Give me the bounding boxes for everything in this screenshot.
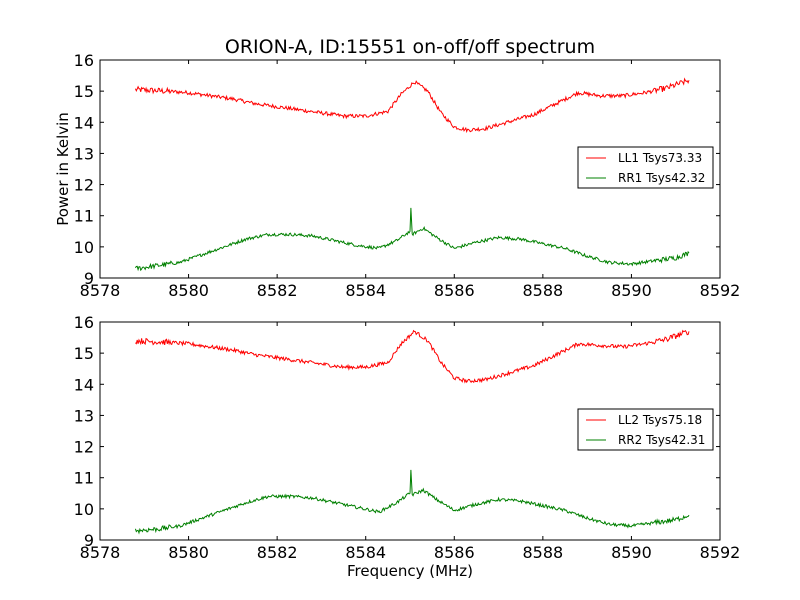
y-axis-label: Power in Kelvin — [54, 112, 72, 226]
chart-panel-1: 8578 8580 8582 8584 8586 8588 8590 8592 9 10 11 12 1… — [54, 36, 740, 300]
y-tick-label: 11 — [74, 207, 94, 226]
x-tick-label: 8592 — [700, 543, 741, 562]
x-tick-label: 8584 — [345, 281, 386, 300]
series-line-rr2 — [134, 469, 690, 535]
y-tick-label: 12 — [74, 176, 94, 195]
y-tick-label: 15 — [74, 82, 94, 101]
plot-frame — [99, 321, 721, 541]
y-tick-label: 14 — [74, 113, 94, 132]
y-tick-label: 15 — [74, 344, 94, 363]
x-tick-label: 8588 — [522, 543, 563, 562]
legend-entry: LL2 Tsys75.18 — [618, 413, 702, 427]
y-tick-label: 13 — [74, 406, 94, 425]
series-line-rr1 — [135, 207, 690, 272]
x-tick-label: 8590 — [611, 543, 652, 562]
y-tick-label: 16 — [74, 51, 94, 70]
legend-box — [577, 408, 714, 451]
y-tick-label: 11 — [74, 469, 94, 488]
y-tick-label: 9 — [84, 269, 94, 288]
x-tick-label: 8578 — [80, 543, 121, 562]
x-tick-label: 8582 — [257, 543, 298, 562]
x-tick-label: 8578 — [80, 281, 121, 300]
legend-entry: LL1 Tsys73.33 — [618, 151, 702, 165]
x-tick-label: 8592 — [700, 281, 741, 300]
y-tick-label: 14 — [74, 375, 94, 394]
x-tick-label: 8582 — [257, 281, 298, 300]
x-tick-label: 8584 — [345, 543, 386, 562]
legend-box — [577, 146, 714, 189]
x-tick-label: 8588 — [522, 281, 563, 300]
legend-entry: RR1 Tsys42.32 — [618, 171, 705, 185]
y-tick-label: 9 — [84, 531, 94, 550]
x-tick-label: 8580 — [168, 543, 209, 562]
chart-panel-2: 8578 8580 8582 8584 8586 8588 8590 8592 9 10 11 12 1… — [74, 313, 741, 580]
series-line-ll2 — [135, 329, 690, 384]
series-line-ll1 — [134, 77, 690, 134]
x-tick-label: 8580 — [168, 281, 209, 300]
y-tick-label: 12 — [74, 438, 94, 457]
legend: LL1 Tsys73.33 RR1 Tsys42.32 — [577, 146, 714, 189]
legend-entry: RR2 Tsys42.31 — [618, 433, 705, 447]
y-tick-label: 16 — [74, 313, 94, 332]
x-tick-label: 8590 — [611, 281, 652, 300]
x-tick-label: 8586 — [434, 281, 475, 300]
y-tick-label: 10 — [74, 238, 94, 257]
x-tick-label: 8586 — [434, 543, 475, 562]
y-tick-label: 10 — [74, 500, 94, 519]
legend: LL2 Tsys75.18 RR2 Tsys42.31 — [577, 408, 714, 451]
chart-title: ORION-A, ID:15551 on-off/off spectrum — [225, 36, 595, 58]
x-axis-label: Frequency (MHz) — [347, 562, 473, 580]
y-tick-label: 13 — [74, 144, 94, 163]
plot-frame — [99, 59, 721, 279]
